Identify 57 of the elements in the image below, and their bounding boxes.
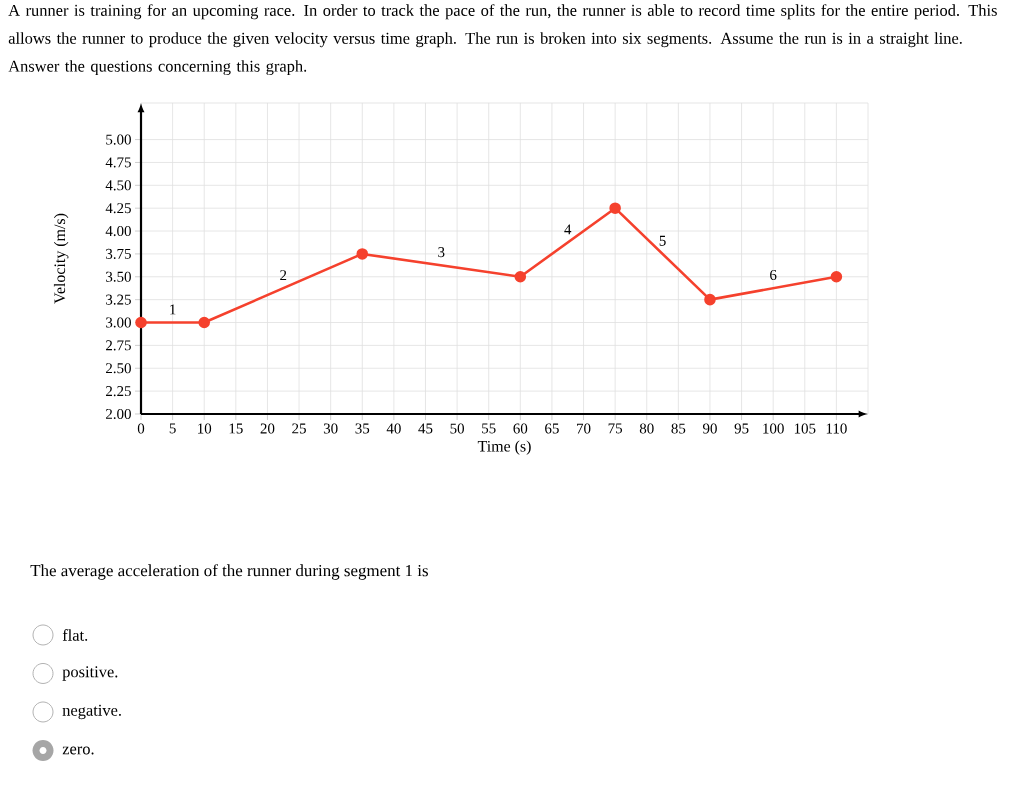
x-tick-label: 55 xyxy=(482,423,496,434)
text: zero. xyxy=(62,746,94,755)
x-tick-label: 65 xyxy=(545,423,559,434)
text: flat. xyxy=(62,629,88,641)
point xyxy=(514,270,527,283)
x-tick-label: 5 xyxy=(169,423,176,434)
x-tick-label: 95 xyxy=(734,423,749,434)
y-tick-label: 3.25 xyxy=(106,294,131,305)
y-axis-title: Velocity (m/s) xyxy=(53,213,69,304)
y-tick-label: 3.00 xyxy=(106,317,131,328)
point xyxy=(704,293,716,306)
point xyxy=(135,316,147,329)
x-tick-label: 40 xyxy=(386,423,401,434)
x-tick-label: 20 xyxy=(260,423,275,434)
annotation: 1 xyxy=(170,304,176,315)
y-tick-label: 3.50 xyxy=(106,271,131,282)
chart-title: A runner is training for an upcoming race. In order to track the pace of the run, the runner is able to record time splits for the entire period. This allows the runner to produce the given velocity versus time graph. The run is broken into six segments. Assume the run is in a straight line. Answer the questions concerning this graph. xyxy=(8,4,997,76)
x-axis-title: Time (s) xyxy=(477,440,531,455)
point xyxy=(198,316,211,329)
x-tick-label: 25 xyxy=(292,423,306,434)
text: positive. xyxy=(62,666,118,681)
x-tick-label: 100 xyxy=(763,423,784,434)
y-tick-label: 2.75 xyxy=(106,340,131,351)
y-tick-label: 4.00 xyxy=(105,225,131,237)
annotation: 3 xyxy=(438,247,445,258)
y-tick-label: 2.25 xyxy=(106,386,131,397)
y-tick-label: 2.50 xyxy=(106,363,131,374)
point xyxy=(830,270,843,283)
x-tick-label: 45 xyxy=(418,423,433,434)
x-tick-label: 10 xyxy=(198,423,212,434)
annotation: 5 xyxy=(659,235,666,246)
y-tick-label: 2.00 xyxy=(106,408,131,420)
x-tick-label: 0 xyxy=(137,423,145,434)
annotation: 6 xyxy=(770,269,777,281)
point xyxy=(609,202,621,214)
annotation: 4 xyxy=(564,224,572,235)
y-tick-label: 4.75 xyxy=(105,157,131,168)
x-tick-label: 75 xyxy=(608,423,623,434)
y-tick-label: 4.50 xyxy=(105,180,131,191)
y-tick-label: 5.00 xyxy=(106,134,131,145)
text: negative. xyxy=(62,704,121,720)
annotation: 2 xyxy=(280,270,287,281)
x-tick-label: 60 xyxy=(513,423,528,434)
x-tick-label: 50 xyxy=(450,423,464,434)
x-tick-label: 70 xyxy=(577,423,591,434)
x-tick-label: 105 xyxy=(794,423,816,434)
point xyxy=(356,248,369,260)
x-tick-label: 35 xyxy=(355,423,370,434)
y-tick-label: 4.25 xyxy=(105,203,131,214)
x-tick-label: 90 xyxy=(702,423,717,434)
text: The average acceleration of the runner during segment 1 is xyxy=(30,564,428,580)
y-tick-label: 3.75 xyxy=(106,248,131,259)
x-tick-label: 15 xyxy=(229,423,243,434)
x-tick-label: 80 xyxy=(639,423,654,434)
x-tick-label: 110 xyxy=(826,423,847,434)
x-tick-label: 30 xyxy=(323,423,338,434)
x-tick-label: 85 xyxy=(671,423,686,434)
